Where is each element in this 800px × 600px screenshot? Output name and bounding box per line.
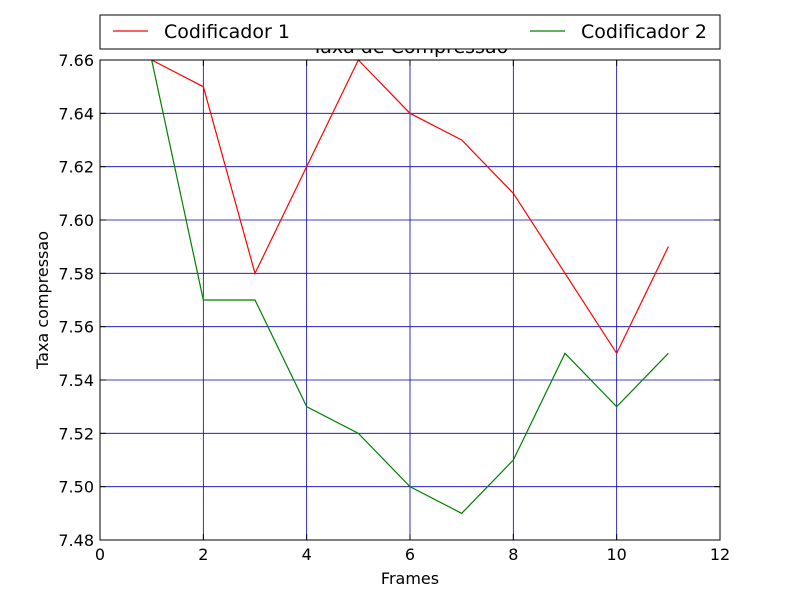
x-tick-label: 0 bbox=[95, 545, 105, 564]
y-tick-label: 7.58 bbox=[58, 264, 94, 283]
x-tick-label: 2 bbox=[198, 545, 208, 564]
legend-label-codificador-1: Codificador 1 bbox=[164, 21, 290, 43]
y-tick-label: 7.54 bbox=[58, 371, 94, 390]
tick-layer: 0 2 4 6 8 10 12 7.48 7.50 7.52 7.54 7.56 7.58 7.60 7.6… bbox=[58, 51, 730, 564]
y-tick-label: 7.56 bbox=[58, 318, 94, 337]
y-tick-label: 7.66 bbox=[58, 51, 94, 70]
series-line-codificador-1 bbox=[151, 58, 669, 355]
y-tick-label: 7.52 bbox=[58, 424, 94, 443]
legend: Codificador 1 Codificador 2 bbox=[99, 14, 721, 50]
y-axis-label: Taxa compressao bbox=[33, 231, 52, 370]
x-tick-label: 12 bbox=[710, 545, 730, 564]
y-tick-label: 7.62 bbox=[58, 158, 94, 177]
legend-label-codificador-2: Codificador 2 bbox=[581, 21, 707, 43]
x-axis-label: Frames bbox=[381, 569, 439, 588]
x-tick-label: 10 bbox=[606, 545, 626, 564]
x-tick-label: 8 bbox=[508, 545, 518, 564]
y-tick-label: 7.48 bbox=[58, 531, 94, 550]
x-tick-label: 4 bbox=[302, 545, 312, 564]
y-tick-label: 7.60 bbox=[58, 211, 94, 230]
series-line-codificador-2 bbox=[151, 59, 669, 515]
x-tick-label: 6 bbox=[405, 545, 415, 564]
series-layer bbox=[151, 58, 669, 515]
y-tick-label: 7.50 bbox=[58, 478, 94, 497]
y-tick-label: 7.64 bbox=[58, 104, 94, 123]
legend-box bbox=[99, 14, 721, 50]
